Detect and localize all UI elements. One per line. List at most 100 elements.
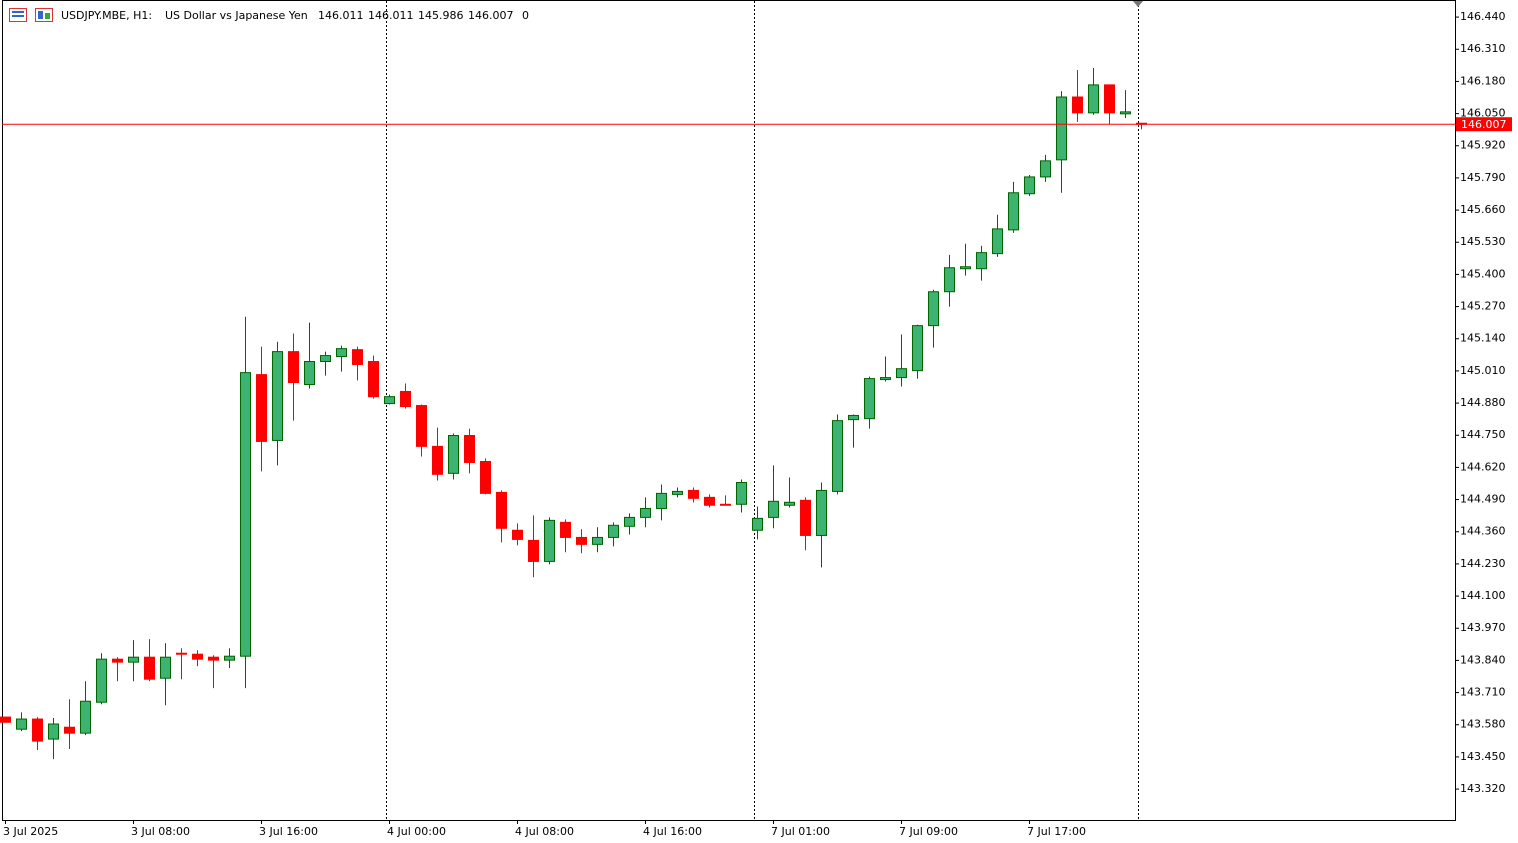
candle-body [1056,96,1067,161]
icon [45,13,50,19]
candle-body [176,652,187,655]
x-tick-label: 3 Jul 16:00 [259,825,318,838]
x-tick-label: 4 Jul 08:00 [515,825,574,838]
x-tick-label: 7 Jul 01:00 [771,825,830,838]
y-tick-label: 143.580 [1460,718,1506,731]
candle-body [640,507,651,518]
candle-body [976,252,987,270]
y-tick-label: 143.450 [1460,750,1506,763]
candle-body [32,718,43,742]
candle-body [448,434,459,474]
y-tick-label: 145.920 [1460,139,1506,152]
candle-body [432,445,443,475]
y-tick-label: 144.360 [1460,525,1506,538]
candle-body [512,529,523,540]
candle-body [256,374,267,442]
shift-marker [1133,1,1143,7]
candle-body [320,355,331,363]
candle-body [672,490,683,495]
candle-body [224,655,235,661]
header-close: 146.007 [468,9,514,22]
candle-body [48,723,59,740]
candle-body [944,267,955,293]
candle-body [832,420,843,492]
candle-body [0,716,11,723]
candle-body [768,500,779,518]
price-tag [1456,117,1512,132]
x-tick-label: 3 Jul 08:00 [131,825,190,838]
x-tick-label: 4 Jul 00:00 [387,825,446,838]
candle-body [800,499,811,536]
y-tick-label: 144.880 [1460,396,1506,409]
candle-body [864,378,875,420]
candle-body [816,489,827,536]
candle-body [896,368,907,379]
candle-body [688,489,699,499]
y-tick-label: 145.790 [1460,171,1506,184]
candle-body [928,291,939,327]
y-tick-label: 145.530 [1460,235,1506,248]
candle-body [720,503,731,506]
candle-body [1024,176,1035,195]
candle-body [464,434,475,463]
candle-body [1104,84,1115,114]
candle-body [352,349,363,365]
y-tick-label: 144.230 [1460,557,1506,570]
candle-body [16,718,27,730]
candle-body [64,726,75,734]
plot-frame [2,0,1456,821]
candle-body [144,656,155,680]
x-tick-label: 7 Jul 09:00 [899,825,958,838]
y-tick-label: 143.840 [1460,653,1506,666]
icon [38,11,43,19]
price-label: 146.007 [1461,118,1507,131]
candle-body [1008,192,1019,231]
candle-body [528,539,539,562]
y-tick-label: 146.440 [1460,10,1506,23]
header-volume: 0 [522,9,529,22]
y-tick-label: 143.970 [1460,621,1506,634]
candle-body [288,351,299,384]
candle-body [560,521,571,538]
candle-body [304,361,315,386]
candle-body [480,460,491,494]
candle-body [240,372,251,657]
candle-body [400,390,411,408]
symbol: USDJPY.MBE, H1: [61,9,152,22]
y-tick-label: 143.710 [1460,686,1506,699]
y-tick-label: 146.310 [1460,42,1506,55]
y-tick-label: 144.750 [1460,428,1506,441]
candle-body [912,325,923,372]
candle-body [960,266,971,270]
candle-body [656,492,667,509]
description: US Dollar vs Japanese Yen [165,9,308,22]
candle-body [384,396,395,405]
candle-body [96,658,107,703]
candle-body [128,656,139,663]
header-low: 145.986 [418,9,464,22]
y-tick-label: 145.400 [1460,267,1506,280]
candle-body [624,516,635,527]
x-tick-label: 4 Jul 16:00 [643,825,702,838]
y-tick-label: 145.010 [1460,364,1506,377]
candle-body [336,348,347,358]
candle-body [272,351,283,441]
candle-body [1072,96,1083,114]
candle-body [1120,111,1131,115]
y-tick-label: 145.660 [1460,203,1506,216]
y-tick-label: 143.320 [1460,782,1506,795]
candle-body [736,482,747,505]
icon [12,15,24,17]
candle-body [592,536,603,545]
y-tick-label: 144.100 [1460,589,1506,602]
y-tick-label: 146.050 [1460,107,1506,120]
y-tick-label: 144.620 [1460,460,1506,473]
candle-body [368,361,379,398]
y-tick-label: 146.180 [1460,74,1506,87]
x-tick-label: 3 Jul 2025 [3,825,58,838]
x-tick-label: 7 Jul 17:00 [1027,825,1086,838]
candle-body [1088,84,1099,114]
candle-body [608,524,619,538]
y-tick-label: 145.270 [1460,300,1506,313]
